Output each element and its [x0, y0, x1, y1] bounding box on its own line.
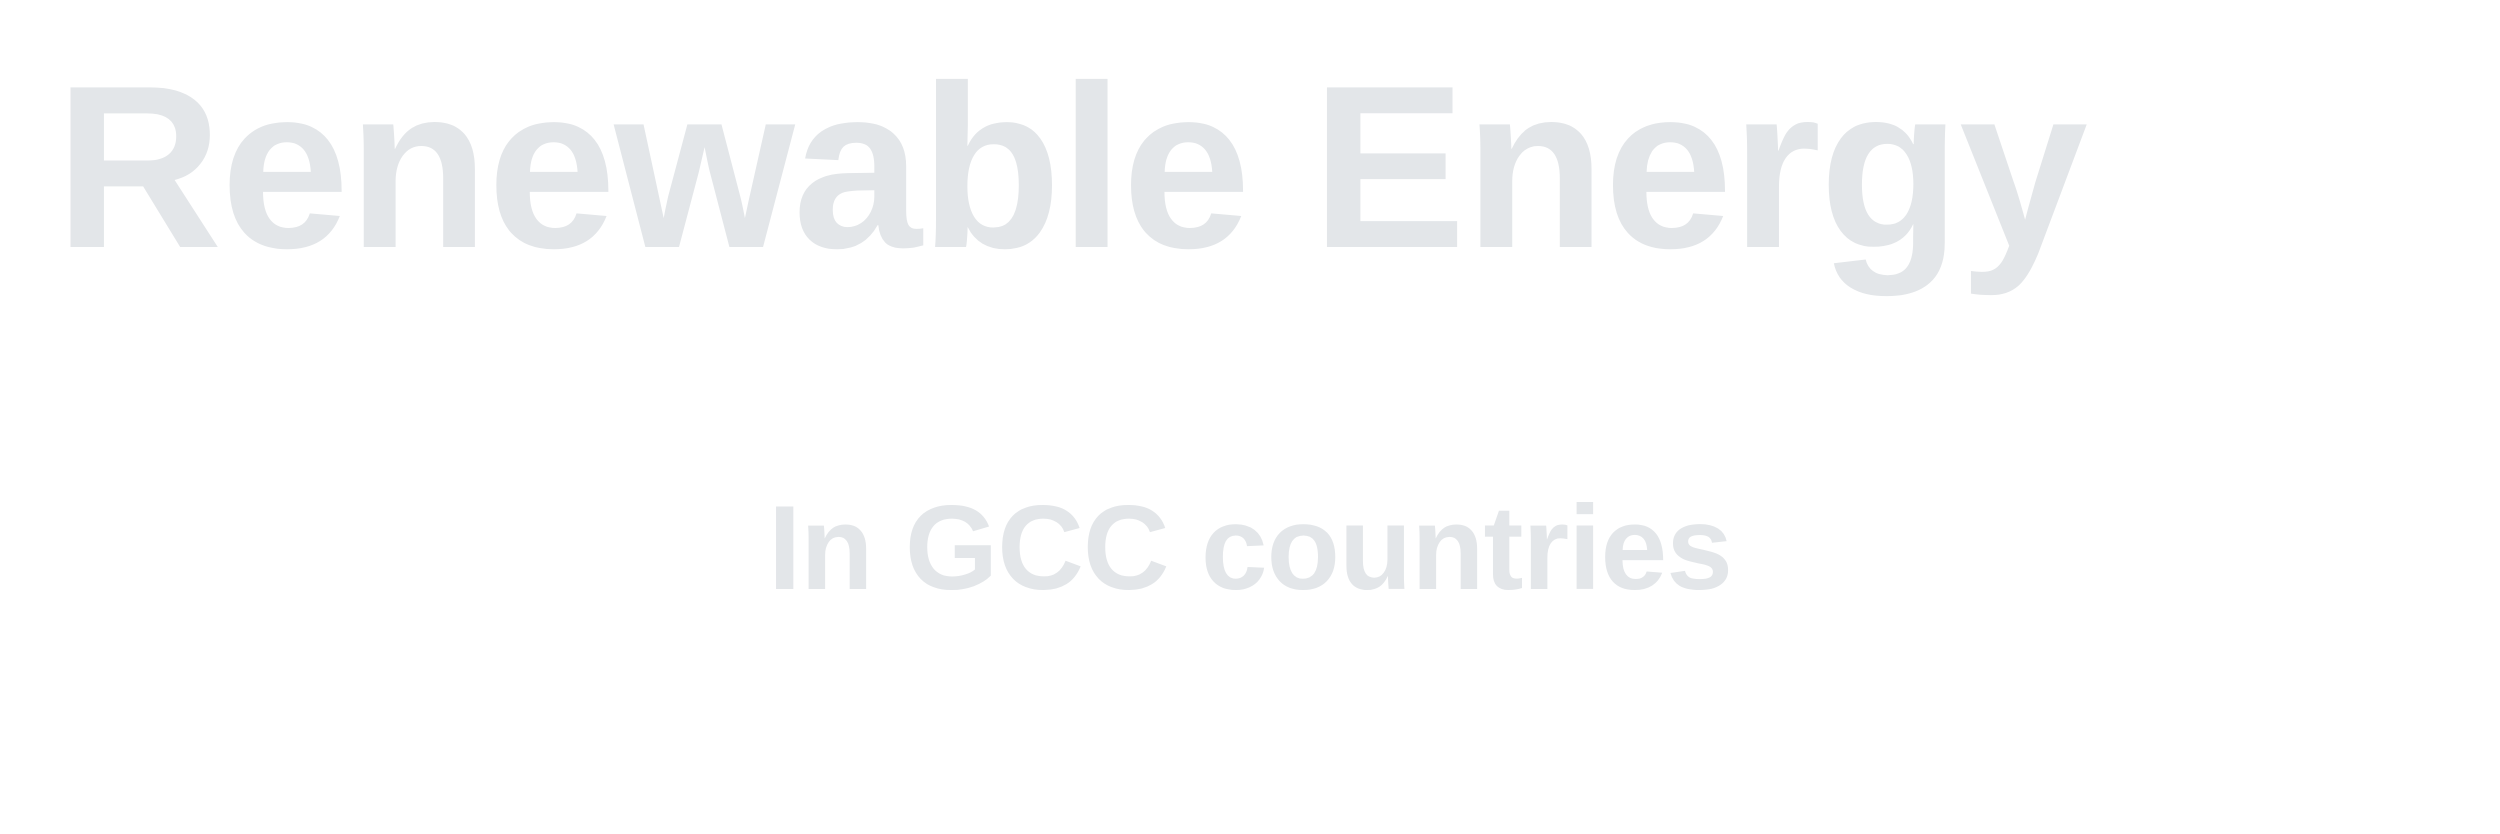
page-subtitle: In GCC countries: [767, 481, 1733, 615]
page-title: Renewable Energy: [55, 38, 2088, 297]
